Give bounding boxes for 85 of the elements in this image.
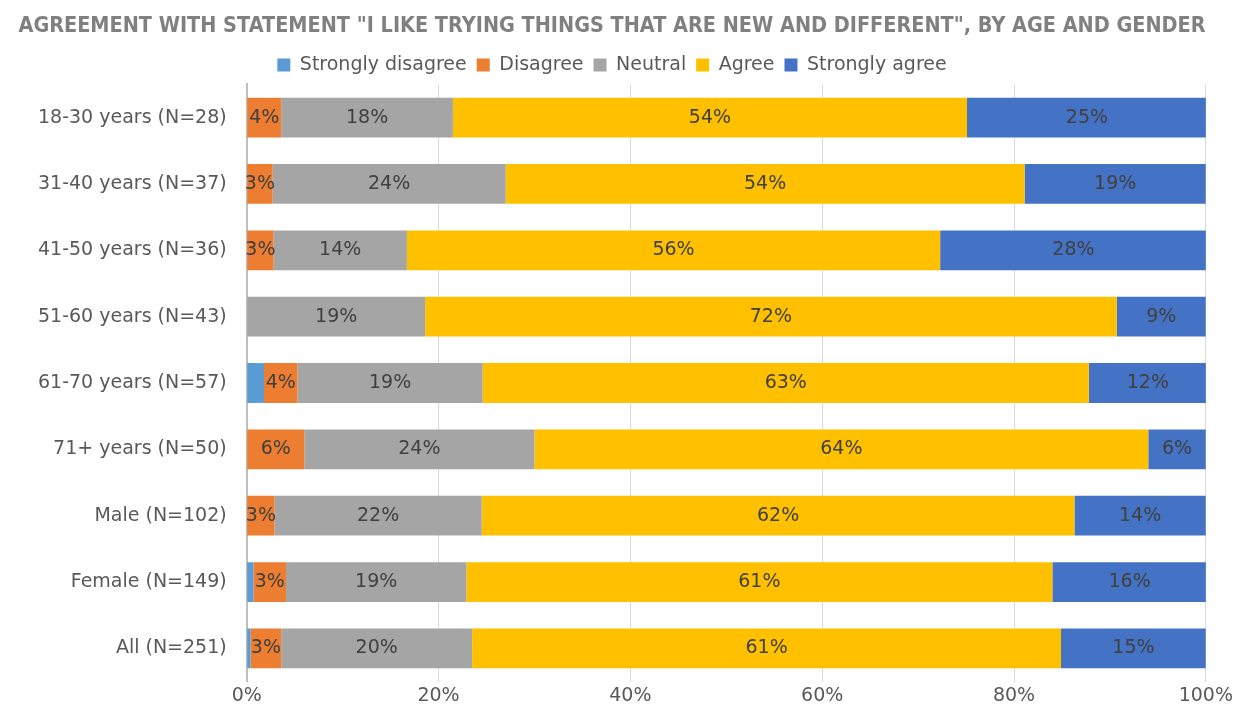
bar [452, 97, 968, 138]
data-label: 6% [260, 436, 291, 459]
bar [940, 230, 1206, 271]
bar [297, 363, 483, 403]
data-label: 63% [764, 369, 807, 392]
data-label: 3% [250, 635, 281, 658]
y-tick-label: All (N=251) [115, 635, 227, 658]
legend-label: Disagree [499, 51, 584, 74]
y-tick-label: Male (N=102) [94, 502, 227, 525]
y-tick-label: 61-70 years (N=57) [37, 369, 227, 392]
data-label: 6% [1161, 436, 1193, 459]
data-label: 25% [1065, 104, 1109, 127]
x-tick-label: 0% [231, 682, 262, 705]
bar [304, 429, 535, 470]
legend-label: Strongly disagree [299, 51, 467, 74]
bar [481, 495, 1075, 536]
data-label: 28% [1052, 237, 1095, 260]
bar [1061, 628, 1206, 669]
bar [281, 628, 473, 669]
data-label: 24% [368, 170, 411, 193]
legend-label: Agree [718, 51, 775, 74]
data-label: 19% [368, 369, 412, 392]
legend-label: Neutral [616, 51, 687, 74]
bar [482, 363, 1089, 403]
x-tick-label: 80% [992, 682, 1036, 705]
bar [967, 97, 1206, 138]
data-label: 72% [749, 303, 792, 326]
chart-title: AGREEMENT WITH STATEMENT "I LIKE TRYING THINGS THAT ARE NEW AND DIFFERENT", BY AGE AND GENDER [18, 11, 1206, 38]
data-label: 18% [345, 104, 389, 127]
data-label: 54% [688, 104, 732, 127]
bar [281, 97, 453, 138]
bar [247, 628, 251, 669]
y-tick-label: 71+ years (N=50) [53, 436, 227, 459]
data-label: 19% [315, 303, 358, 326]
y-tick-label: 31-40 years (N=37) [37, 170, 227, 193]
y-tick-label: 51-60 years (N=43) [37, 303, 227, 326]
bar [274, 495, 482, 536]
x-tick-label: 60% [801, 682, 844, 705]
data-label: 14% [1119, 502, 1162, 525]
bar [1052, 562, 1206, 602]
data-label: 4% [249, 104, 280, 127]
data-label: 22% [356, 502, 400, 525]
legend-label: Strongly agree [806, 51, 947, 74]
bar [286, 562, 467, 602]
data-label: 15% [1112, 635, 1155, 658]
data-label: 19% [1094, 170, 1137, 193]
data-label: 61% [745, 635, 788, 658]
bar [1074, 495, 1206, 536]
bar [273, 230, 407, 271]
data-label: 62% [756, 502, 800, 525]
bar [247, 296, 426, 337]
data-label: 56% [652, 237, 695, 260]
data-label: 12% [1126, 369, 1169, 392]
bar [406, 230, 941, 271]
x-tick-label: 40% [609, 682, 652, 705]
data-label: 24% [398, 436, 441, 459]
data-label: 3% [254, 569, 285, 591]
data-label: 61% [738, 569, 781, 591]
data-label: 16% [1108, 569, 1151, 591]
y-tick-label: Female (N=149) [70, 569, 227, 591]
bar [1088, 363, 1206, 403]
bar [466, 562, 1053, 602]
bar [272, 164, 506, 204]
bar [247, 363, 264, 403]
bar [472, 628, 1062, 669]
bar [247, 429, 305, 470]
bar [1148, 429, 1206, 470]
bar [534, 429, 1149, 470]
data-label: 3% [245, 502, 276, 525]
bar [1116, 296, 1206, 337]
bar [425, 296, 1117, 337]
data-label: 4% [265, 369, 296, 392]
data-label: 19% [355, 569, 398, 591]
bar [1024, 164, 1206, 204]
bar [505, 164, 1025, 204]
data-label: 9% [1146, 303, 1177, 326]
x-tick-label: 100% [1178, 682, 1233, 705]
y-tick-label: 41-50 years (N=36) [37, 237, 227, 260]
data-label: 14% [319, 237, 362, 260]
data-label: 54% [744, 170, 787, 193]
bar [247, 562, 254, 602]
y-tick-label: 18-30 years (N=28) [37, 104, 227, 127]
data-label: 20% [355, 635, 398, 658]
data-label: 64% [820, 436, 863, 459]
x-tick-label: 20% [417, 682, 460, 705]
